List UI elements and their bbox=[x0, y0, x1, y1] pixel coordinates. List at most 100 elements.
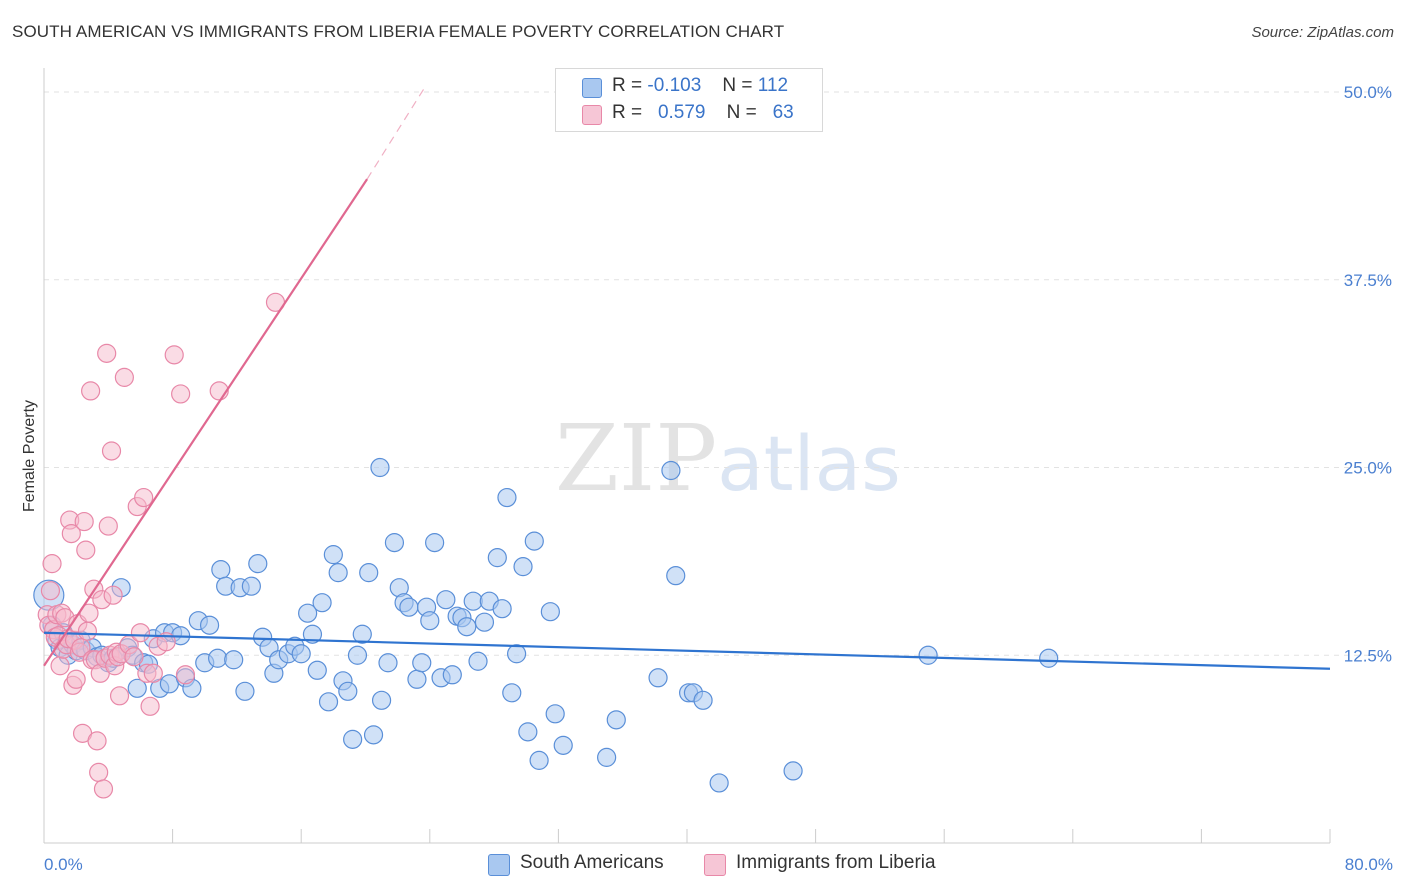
data-point-south-americans bbox=[468, 651, 488, 671]
data-point-south-americans bbox=[159, 674, 179, 694]
data-point-liberia bbox=[77, 621, 98, 641]
data-point-south-americans bbox=[540, 602, 560, 622]
legend-swatch-blue bbox=[582, 78, 602, 98]
n-value: 63 bbox=[772, 102, 794, 123]
data-point-south-americans bbox=[302, 624, 323, 644]
data-point-south-americans bbox=[338, 681, 358, 701]
data-point-south-americans bbox=[553, 735, 573, 755]
data-point-liberia bbox=[71, 638, 91, 658]
trend-lines bbox=[43, 84, 1331, 670]
data-point-liberia bbox=[143, 663, 163, 683]
data-point-south-americans bbox=[211, 560, 231, 580]
data-point-south-americans bbox=[235, 681, 255, 701]
data-point-liberia bbox=[97, 343, 117, 363]
y-tick-label: 25.0% bbox=[1344, 459, 1392, 478]
legend-label: Immigrants from Liberia bbox=[736, 852, 936, 873]
data-point-liberia bbox=[101, 441, 122, 461]
data-point-south-americans bbox=[648, 668, 668, 688]
data-point-liberia bbox=[103, 585, 123, 605]
x-tick-label: 80.0% bbox=[1345, 855, 1393, 874]
data-point-south-americans bbox=[474, 612, 495, 632]
data-point-south-americans bbox=[524, 531, 544, 551]
legend-swatch-pink bbox=[582, 105, 602, 125]
legend-swatch-blue bbox=[488, 854, 510, 876]
data-point-liberia bbox=[81, 381, 101, 401]
trend-line-liberia-extension bbox=[366, 84, 428, 180]
data-point-south-americans bbox=[507, 644, 527, 664]
data-point-south-americans bbox=[347, 645, 368, 665]
data-point-south-americans bbox=[492, 599, 512, 619]
data-point-south-americans bbox=[502, 683, 522, 703]
data-point-liberia bbox=[87, 731, 107, 751]
data-point-south-americans bbox=[436, 590, 456, 610]
data-point-south-americans bbox=[208, 648, 228, 668]
watermark-zip: ZIP bbox=[555, 405, 718, 512]
trend-line-south-americans bbox=[43, 631, 1331, 670]
data-point-liberia bbox=[61, 523, 81, 544]
data-point-south-americans bbox=[307, 660, 327, 680]
data-point-south-americans bbox=[545, 704, 565, 724]
data-point-south-americans bbox=[783, 761, 803, 781]
data-point-south-americans bbox=[666, 566, 686, 586]
data-point-south-americans bbox=[291, 644, 311, 664]
n-value: 112 bbox=[757, 75, 789, 96]
data-point-liberia bbox=[140, 696, 160, 716]
data-point-south-americans bbox=[248, 554, 268, 574]
r-label: R = bbox=[612, 75, 643, 96]
data-point-liberia bbox=[130, 623, 151, 643]
y-axis-label: Female Poverty bbox=[21, 400, 38, 512]
x-tick-label: 0.0% bbox=[44, 855, 83, 874]
data-point-liberia bbox=[134, 487, 154, 508]
data-point-south-americans bbox=[606, 710, 626, 730]
data-point-south-americans bbox=[425, 533, 445, 553]
data-point-south-americans bbox=[371, 690, 392, 710]
r-value: 0.579 bbox=[657, 102, 706, 123]
data-point-south-americans bbox=[298, 603, 318, 623]
data-point-south-americans bbox=[407, 669, 427, 689]
chart-title: SOUTH AMERICAN VS IMMIGRANTS FROM LIBERI… bbox=[12, 22, 785, 41]
legend-label: South Americans bbox=[520, 852, 664, 873]
data-point-south-americans bbox=[597, 747, 617, 767]
axes bbox=[43, 68, 1331, 844]
data-point-south-americans bbox=[359, 563, 379, 583]
data-point-liberia bbox=[76, 540, 96, 560]
data-point-south-americans bbox=[487, 548, 507, 568]
data-point-south-americans bbox=[497, 487, 517, 508]
data-point-south-americans bbox=[513, 557, 533, 577]
trend-line-liberia bbox=[43, 178, 369, 667]
y-tick-label: 12.5% bbox=[1344, 646, 1392, 665]
data-point-south-americans bbox=[127, 678, 147, 698]
data-point-south-americans bbox=[318, 692, 339, 712]
data-point-liberia bbox=[40, 581, 61, 601]
data-point-south-americans bbox=[343, 729, 363, 749]
data-point-south-americans bbox=[363, 725, 384, 745]
data-point-liberia bbox=[93, 779, 114, 799]
data-point-south-americans bbox=[241, 576, 261, 596]
data-point-south-americans bbox=[399, 597, 419, 617]
data-point-south-americans bbox=[312, 593, 332, 613]
data-point-south-americans bbox=[693, 690, 713, 710]
y-tick-label: 50.0% bbox=[1344, 83, 1392, 102]
data-point-liberia bbox=[171, 384, 191, 404]
r-label: R = bbox=[612, 102, 643, 123]
data-point-south-americans bbox=[323, 545, 343, 565]
data-point-liberia bbox=[50, 656, 70, 676]
data-point-south-americans bbox=[709, 773, 729, 793]
n-label: N = bbox=[722, 75, 753, 96]
y-tick-label: 37.5% bbox=[1344, 271, 1392, 290]
data-point-liberia bbox=[89, 762, 109, 783]
data-point-liberia bbox=[164, 345, 184, 365]
grid-lines bbox=[44, 91, 1392, 656]
legend-swatch-pink bbox=[704, 854, 726, 876]
series-liberia bbox=[37, 292, 286, 799]
data-point-liberia bbox=[175, 665, 196, 685]
data-point-liberia bbox=[42, 554, 62, 574]
tick-labels: 12.5% 25.0% 37.5% 50.0% 0.0% 80.0% bbox=[44, 83, 1393, 874]
data-point-south-americans bbox=[224, 650, 244, 670]
data-point-south-americans bbox=[384, 533, 405, 553]
watermark-atlas: atlas bbox=[717, 419, 901, 508]
data-point-liberia bbox=[109, 686, 130, 706]
source-label: Source: ZipAtlas.com bbox=[1251, 24, 1394, 41]
data-point-liberia bbox=[74, 511, 94, 532]
